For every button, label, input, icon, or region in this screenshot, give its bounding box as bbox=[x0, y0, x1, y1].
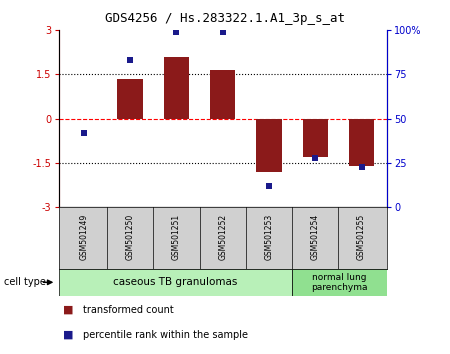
Bar bbox=[58, 269, 292, 296]
Bar bbox=[302, 119, 328, 157]
Text: caseous TB granulomas: caseous TB granulomas bbox=[113, 277, 238, 287]
Text: GSM501255: GSM501255 bbox=[357, 214, 366, 260]
Text: GDS4256 / Hs.283322.1.A1_3p_s_at: GDS4256 / Hs.283322.1.A1_3p_s_at bbox=[105, 12, 345, 25]
Text: GSM501254: GSM501254 bbox=[311, 214, 320, 260]
Text: GSM501253: GSM501253 bbox=[265, 214, 274, 260]
Text: cell type: cell type bbox=[4, 277, 46, 287]
Text: GSM501250: GSM501250 bbox=[126, 214, 135, 260]
Text: ■: ■ bbox=[63, 305, 73, 315]
Bar bbox=[256, 119, 282, 172]
Text: GSM501251: GSM501251 bbox=[172, 214, 181, 260]
Text: ■: ■ bbox=[63, 330, 73, 339]
Bar bbox=[292, 269, 387, 296]
Text: GSM501249: GSM501249 bbox=[80, 214, 89, 260]
Bar bbox=[117, 79, 143, 119]
Bar bbox=[349, 119, 374, 166]
Bar bbox=[210, 70, 235, 119]
Bar bbox=[164, 57, 189, 119]
Text: GSM501252: GSM501252 bbox=[218, 214, 227, 260]
Text: percentile rank within the sample: percentile rank within the sample bbox=[83, 330, 248, 339]
Text: normal lung
parenchyma: normal lung parenchyma bbox=[311, 273, 368, 292]
Text: transformed count: transformed count bbox=[83, 305, 174, 315]
